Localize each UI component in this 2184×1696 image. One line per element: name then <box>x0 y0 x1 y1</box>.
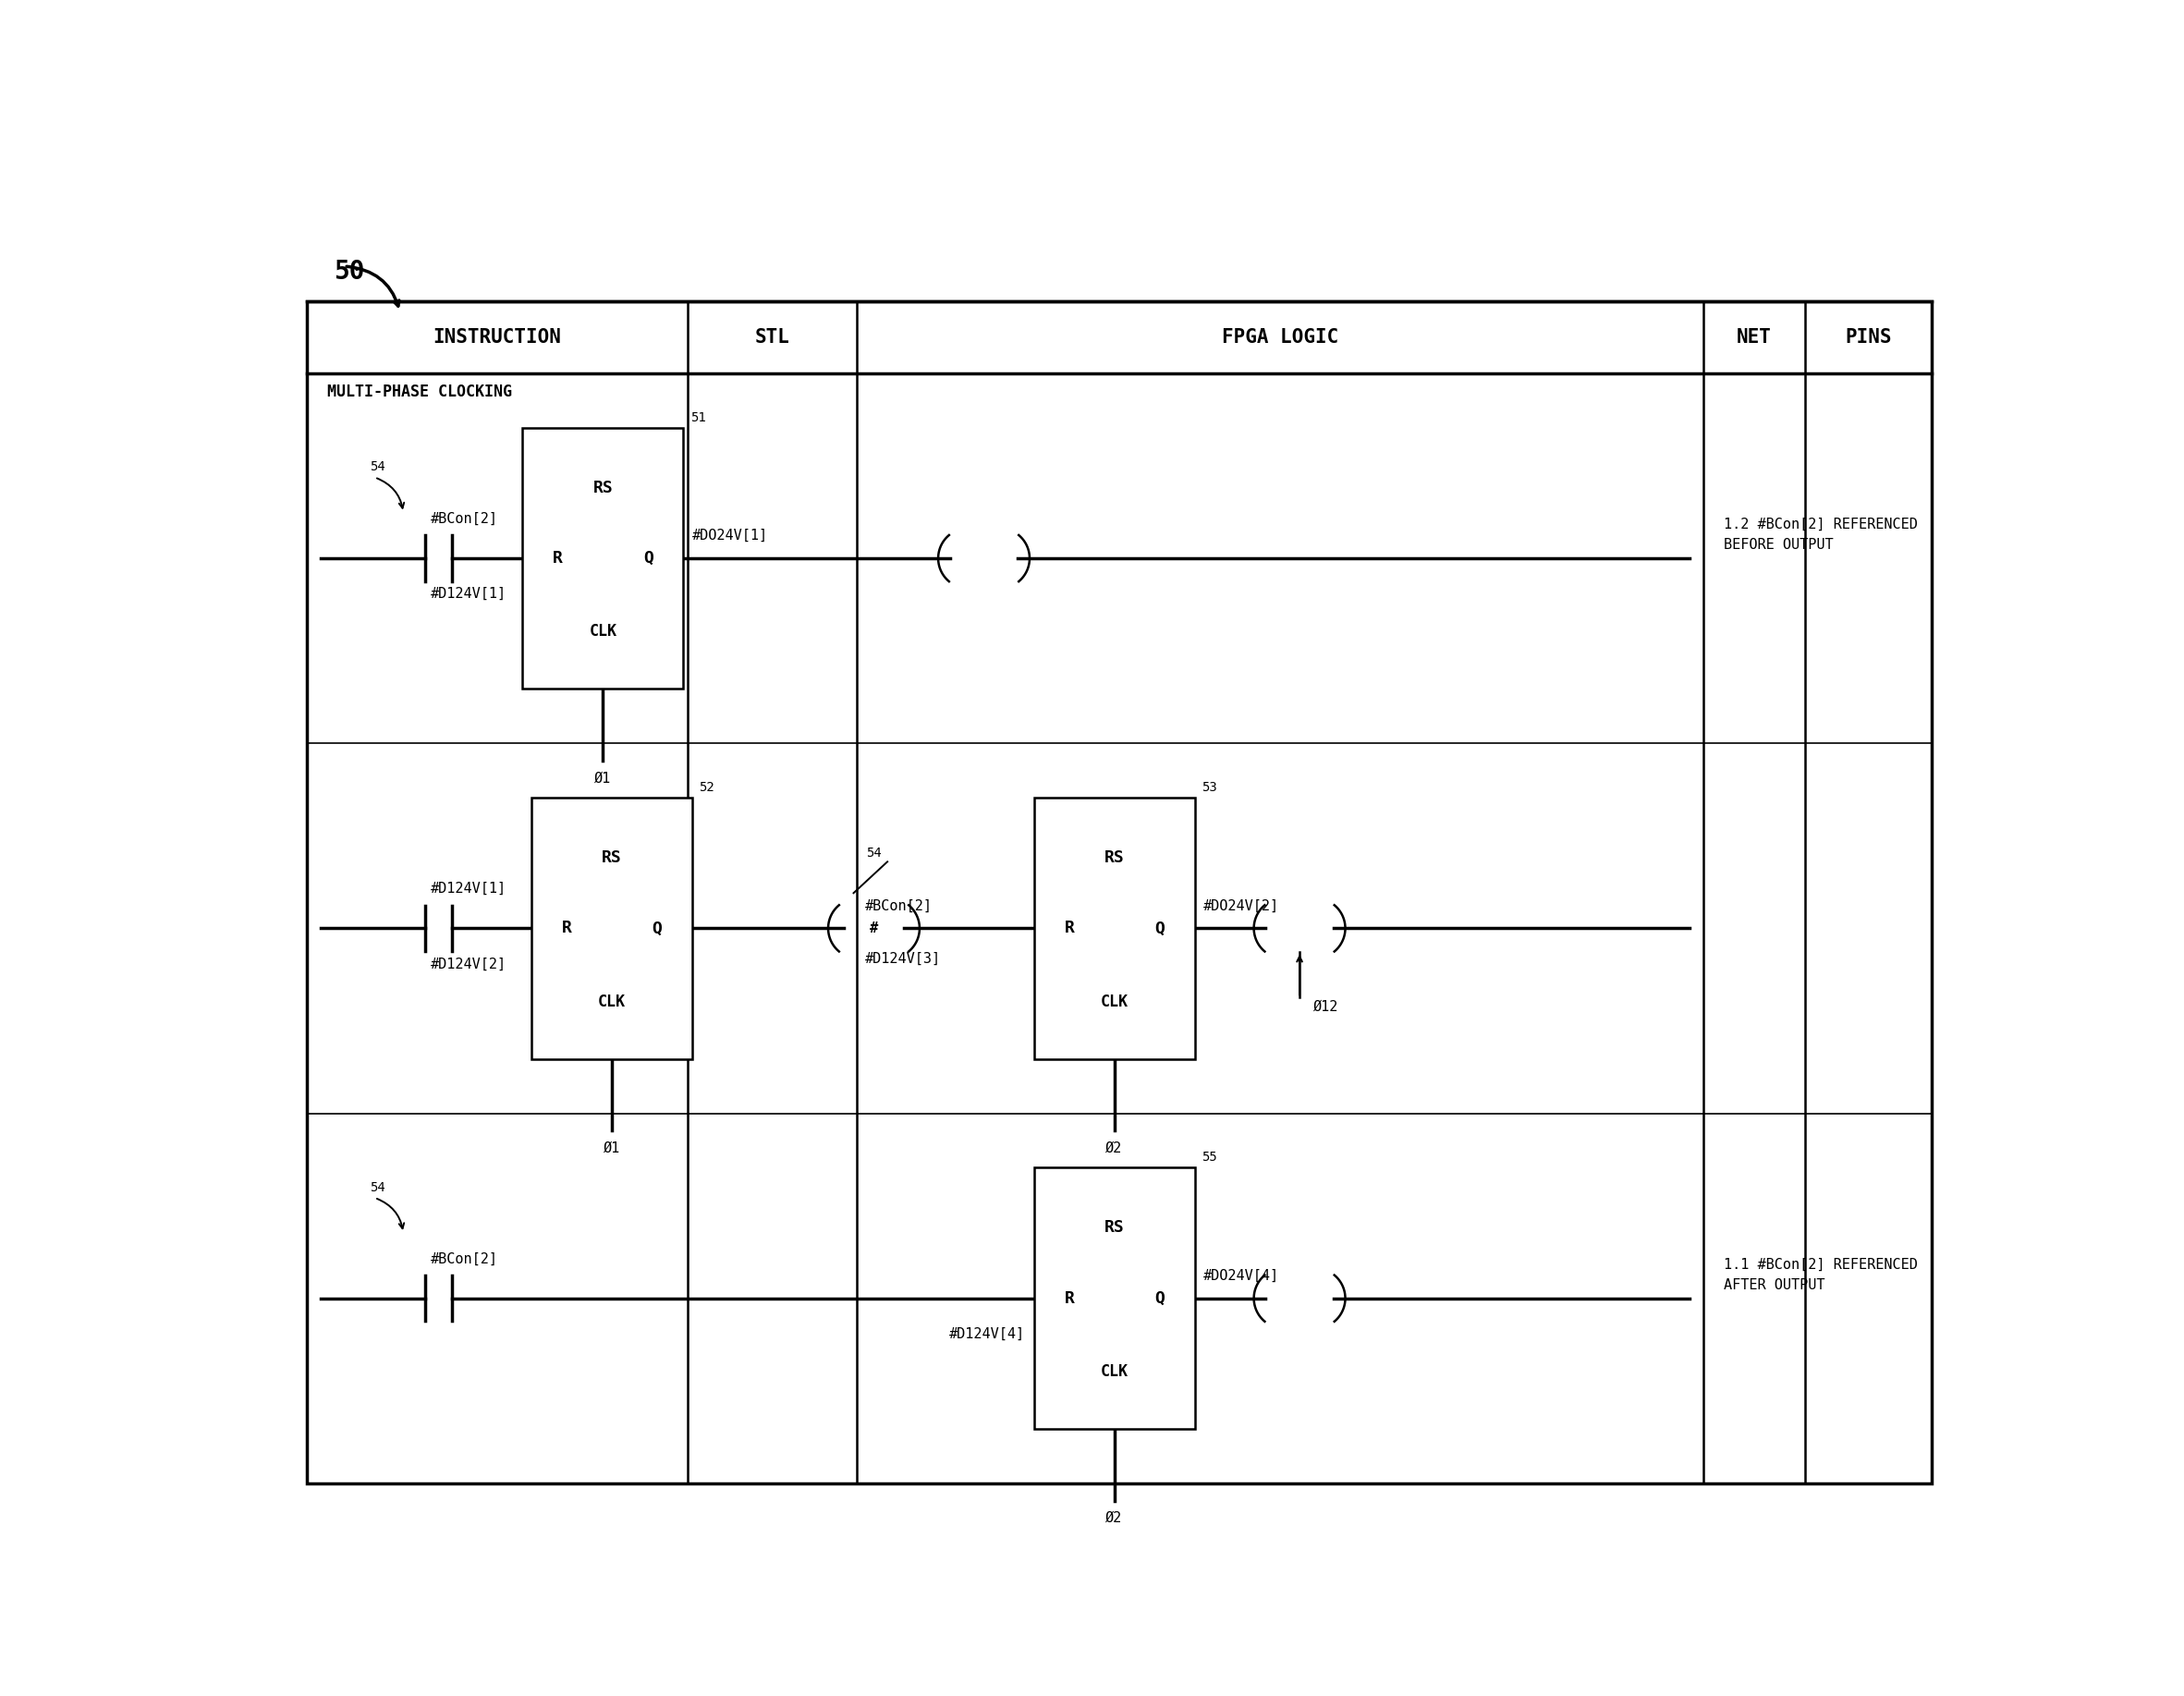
Text: Ø2: Ø2 <box>1105 1141 1123 1155</box>
Text: #D124V[3]: #D124V[3] <box>865 951 941 965</box>
Text: PINS: PINS <box>1845 327 1891 346</box>
Text: 51: 51 <box>690 410 705 424</box>
Text: R: R <box>561 919 572 936</box>
Bar <box>1033 797 1195 1058</box>
Text: Q: Q <box>1153 919 1164 936</box>
Text: 54: 54 <box>867 846 882 860</box>
Text: #DO24V[1]: #DO24V[1] <box>692 529 769 543</box>
Text: Ø1: Ø1 <box>603 1141 620 1155</box>
Text: STL: STL <box>756 327 791 346</box>
Bar <box>531 797 692 1058</box>
Text: Q: Q <box>1153 1291 1164 1306</box>
Text: CLK: CLK <box>598 994 625 1009</box>
Text: Q: Q <box>651 919 662 936</box>
Text: 54: 54 <box>371 461 387 473</box>
Text: #BCon[2]: #BCon[2] <box>865 899 933 912</box>
Text: #BCon[2]: #BCon[2] <box>430 1252 498 1265</box>
Text: INSTRUCTION: INSTRUCTION <box>432 327 561 346</box>
Text: 1.1 #BCon[2] REFERENCED
AFTER OUTPUT: 1.1 #BCon[2] REFERENCED AFTER OUTPUT <box>1723 1258 1918 1292</box>
Text: #D124V[1]: #D124V[1] <box>430 882 507 895</box>
Text: Ø1: Ø1 <box>594 772 612 785</box>
Text: R: R <box>553 550 563 566</box>
Text: #: # <box>869 921 878 934</box>
Text: #D124V[1]: #D124V[1] <box>430 587 507 600</box>
Text: RS: RS <box>1105 850 1125 867</box>
Text: 55: 55 <box>1201 1152 1216 1163</box>
Text: FPGA LOGIC: FPGA LOGIC <box>1221 327 1339 346</box>
Text: MULTI-PHASE CLOCKING: MULTI-PHASE CLOCKING <box>328 383 511 400</box>
Text: CLK: CLK <box>1101 994 1129 1009</box>
Text: CLK: CLK <box>1101 1364 1129 1381</box>
Text: 50: 50 <box>334 258 365 285</box>
Bar <box>1033 1169 1195 1430</box>
Text: 1.2 #BCon[2] REFERENCED
BEFORE OUTPUT: 1.2 #BCon[2] REFERENCED BEFORE OUTPUT <box>1723 517 1918 551</box>
Text: RS: RS <box>594 480 614 497</box>
Text: 52: 52 <box>699 780 714 794</box>
Bar <box>522 427 684 689</box>
Text: #DO24V[4]: #DO24V[4] <box>1203 1269 1280 1282</box>
Text: #BCon[2]: #BCon[2] <box>430 512 498 526</box>
Text: Ø12: Ø12 <box>1313 999 1339 1014</box>
Text: Q: Q <box>642 550 653 566</box>
Text: RS: RS <box>601 850 622 867</box>
Text: R: R <box>1064 919 1075 936</box>
Text: 53: 53 <box>1201 780 1216 794</box>
Text: NET: NET <box>1736 327 1771 346</box>
Text: #DO24V[2]: #DO24V[2] <box>1203 899 1280 912</box>
Text: 54: 54 <box>371 1180 387 1194</box>
Text: #D124V[4]: #D124V[4] <box>950 1326 1024 1342</box>
Text: #D124V[2]: #D124V[2] <box>430 957 507 970</box>
Text: CLK: CLK <box>590 622 616 639</box>
Text: R: R <box>1064 1291 1075 1306</box>
Text: Ø2: Ø2 <box>1105 1511 1123 1525</box>
Text: RS: RS <box>1105 1219 1125 1236</box>
